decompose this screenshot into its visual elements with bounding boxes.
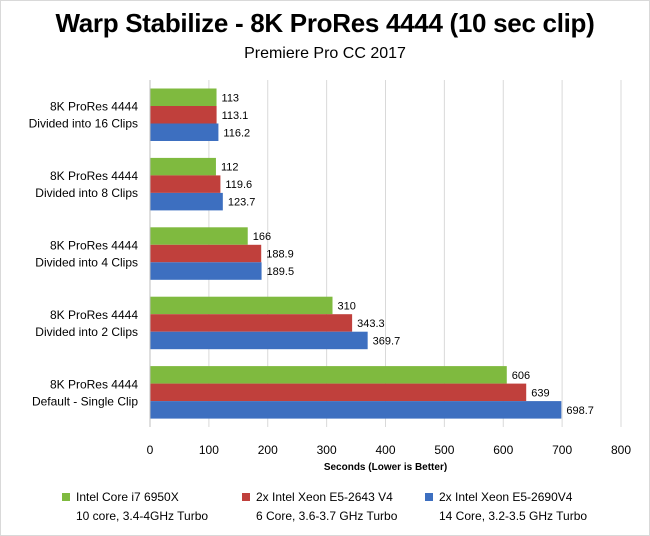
bar <box>150 192 223 211</box>
legend-detail-e5-2643: 6 Core, 3.6-3.7 GHz Turbo <box>256 509 398 523</box>
data-label: 116.2 <box>223 127 250 139</box>
x-tick-label: 800 <box>611 443 631 457</box>
category-label: Divided into 2 Clips <box>35 325 138 339</box>
chart-subtitle: Premiere Pro CC 2017 <box>244 45 406 62</box>
legend-swatch-e5-2643 <box>242 493 250 501</box>
bar <box>150 401 562 419</box>
bar <box>150 331 368 350</box>
category-label: 8K ProRes 4444 <box>50 308 138 322</box>
category-label: 8K ProRes 4444 <box>50 169 138 183</box>
bar <box>150 366 507 384</box>
bar <box>150 175 221 193</box>
category-label: Default - Single Clip <box>32 394 138 408</box>
data-label: 113.1 <box>222 110 249 122</box>
bar <box>150 244 262 263</box>
legend-label-e5-2690: 2x Intel Xeon E5-2690V4 <box>439 490 573 504</box>
data-label: 123.7 <box>228 197 256 209</box>
legend-swatch-i7 <box>62 493 70 501</box>
legend-label-e5-2643: 2x Intel Xeon E5-2643 V4 <box>256 490 393 504</box>
data-label: 369.7 <box>373 335 401 347</box>
category-label: 8K ProRes 4444 <box>50 100 138 114</box>
bar <box>150 157 216 176</box>
legend-detail-e5-2690: 14 Core, 3.2-3.5 GHz Turbo <box>439 509 588 523</box>
data-label: 698.7 <box>566 405 594 417</box>
data-label: 606 <box>512 370 530 382</box>
x-tick-label: 700 <box>552 443 572 457</box>
data-label: 188.9 <box>266 249 294 261</box>
legend-detail-i7: 10 core, 3.4-4GHz Turbo <box>76 509 209 523</box>
x-tick-label: 500 <box>434 443 454 457</box>
category-label: Divided into 8 Clips <box>35 186 138 200</box>
data-label: 166 <box>253 231 271 243</box>
bar <box>150 296 333 315</box>
data-label: 343.3 <box>357 318 385 330</box>
x-axis-title: Seconds (Lower is Better) <box>324 462 447 473</box>
x-tick-label: 100 <box>199 443 219 457</box>
data-label: 113 <box>222 92 240 104</box>
legend-swatch-e5-2690 <box>425 493 433 501</box>
data-label: 639 <box>531 387 549 399</box>
legend-label-i7: Intel Core i7 6950X <box>76 490 179 504</box>
category-label: 8K ProRes 4444 <box>50 239 138 253</box>
x-tick-label: 200 <box>258 443 278 457</box>
data-label: 189.5 <box>267 266 295 278</box>
x-tick-label: 600 <box>493 443 513 457</box>
data-label: 112 <box>221 162 239 174</box>
bar <box>150 262 262 280</box>
bar <box>150 88 217 106</box>
bar <box>150 227 248 245</box>
x-tick-label: 0 <box>147 443 154 457</box>
data-label: 310 <box>338 300 356 312</box>
bar <box>150 383 527 402</box>
category-label: Divided into 16 Clips <box>29 117 138 131</box>
data-label: 119.6 <box>225 179 252 191</box>
category-label: 8K ProRes 4444 <box>50 377 138 391</box>
bar <box>150 123 219 141</box>
category-label: Divided into 4 Clips <box>35 256 138 270</box>
bar <box>150 106 217 124</box>
chart-title: Warp Stabilize - 8K ProRes 4444 (10 sec … <box>55 8 595 38</box>
x-tick-label: 300 <box>317 443 337 457</box>
bar <box>150 314 353 332</box>
x-tick-label: 400 <box>375 443 395 457</box>
